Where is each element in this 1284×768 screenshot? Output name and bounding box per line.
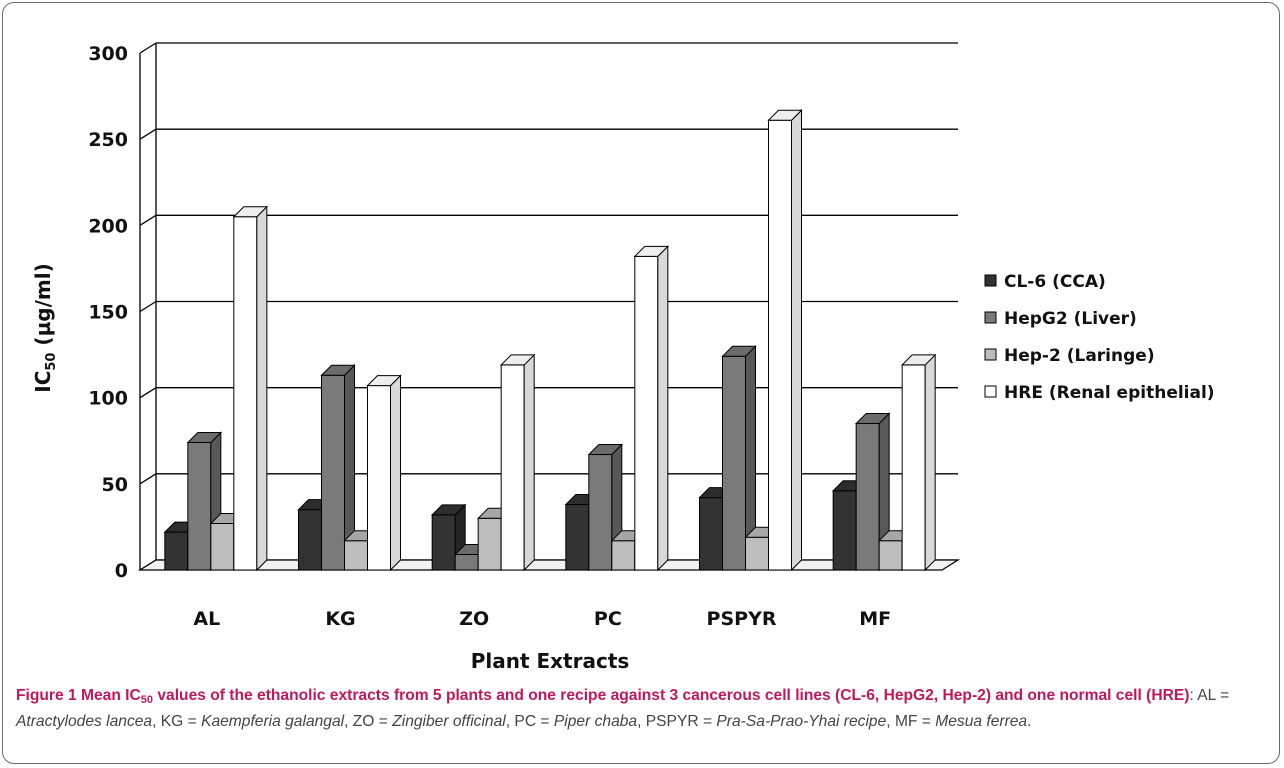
bar-front (454, 553, 479, 571)
gridline-depth (139, 214, 157, 226)
x-tick-label: AL (193, 608, 220, 630)
y-tick-label: 200 (88, 215, 128, 237)
figure-caption: Figure 1 Mean IC50 values of the ethanol… (16, 687, 1230, 730)
bar-front (298, 509, 322, 571)
bar-front (745, 536, 769, 571)
x-tick-label: KG (325, 608, 355, 630)
legend-label: Hep-2 (Laringe) (1004, 346, 1155, 366)
bar-front (588, 454, 613, 571)
bar-top (499, 354, 536, 366)
gridline-depth (139, 42, 157, 54)
gridline-depth (139, 300, 157, 313)
bar-front (431, 514, 456, 571)
figure-title: Mean IC50 values of the ethanolic extrac… (76, 687, 1190, 706)
legend-swatch (984, 385, 997, 398)
figure-label: Figure 1 (16, 687, 77, 704)
tick-labels: 0 50 100 150 200 250 300 AL KG ZO PC PSPYR MF (88, 43, 891, 630)
bar-top (767, 109, 803, 121)
gridline-depth (139, 128, 157, 140)
bar-side (791, 109, 802, 572)
y-tick-label: 0 (115, 560, 128, 582)
bar (633, 245, 670, 572)
x-axis-title: Plant Extracts (471, 649, 630, 673)
bar (320, 364, 356, 572)
bar-front (344, 540, 368, 571)
bar (854, 412, 891, 572)
bar-top (186, 431, 223, 443)
bar-front (233, 216, 258, 571)
bar-front (187, 441, 212, 571)
bar-front (878, 540, 903, 571)
legend: CL-6 (CCA) HepG2 (Liver) Hep-2 (Laringe) HR… (984, 272, 1215, 403)
legend-swatch (984, 348, 997, 361)
bar (366, 374, 402, 572)
x-tick-label: MF (859, 608, 891, 630)
bar-front (500, 364, 525, 571)
bar-top (366, 375, 402, 387)
bar-front (832, 490, 857, 571)
legend-label: HepG2 (Liver) (1004, 309, 1137, 329)
bar-front (565, 504, 590, 571)
y-tick-label: 50 (102, 474, 128, 496)
legend-label: HRE (Renal epithelial) (1004, 383, 1215, 403)
bars (163, 109, 937, 572)
bar-top (320, 364, 356, 376)
bar-front (611, 540, 636, 571)
y-tick-label: 150 (88, 302, 128, 324)
bar-front (210, 522, 235, 571)
y-axis-title: IC50 (µg/ml) (31, 263, 59, 393)
y-tick-label: 100 (88, 388, 128, 410)
bar-side (256, 205, 268, 572)
legend-label: CL-6 (CCA) (1004, 272, 1106, 292)
bar-front (164, 531, 189, 571)
bar-front (321, 374, 345, 571)
bar-top (854, 413, 891, 425)
legend-swatch (984, 311, 997, 324)
bar-front (367, 385, 391, 571)
bar-front (699, 497, 723, 571)
bar-side (657, 245, 669, 572)
gridline-depth (139, 473, 157, 485)
bar-top (900, 354, 937, 366)
y-tick-label: 250 (88, 129, 128, 151)
bar-front (901, 364, 926, 571)
bar-front (722, 355, 746, 571)
bar-top (430, 504, 467, 516)
bar-top (587, 444, 624, 456)
gridline-depth (139, 387, 157, 399)
bar-front (634, 255, 659, 571)
bar-top (633, 245, 670, 257)
bar-front (855, 423, 880, 571)
bar (900, 353, 937, 572)
bar (499, 353, 536, 572)
x-tick-label: PC (594, 608, 622, 630)
x-tick-label: PSPYR (707, 608, 777, 630)
bar-side (523, 353, 535, 572)
bar-side (924, 353, 936, 572)
bar-front (477, 517, 502, 571)
bar-top (721, 345, 757, 357)
bar-side (390, 374, 401, 572)
y-tick-label: 300 (88, 43, 128, 65)
bar-chart: 0 50 100 150 200 250 300 AL KG ZO PC PSPYR MF IC50 (… (31, 42, 1215, 673)
bar (767, 109, 803, 572)
x-tick-label: ZO (459, 608, 489, 630)
bar-top (232, 206, 269, 218)
legend-swatch (984, 274, 997, 287)
bar (232, 205, 269, 572)
bar-front (768, 119, 792, 571)
